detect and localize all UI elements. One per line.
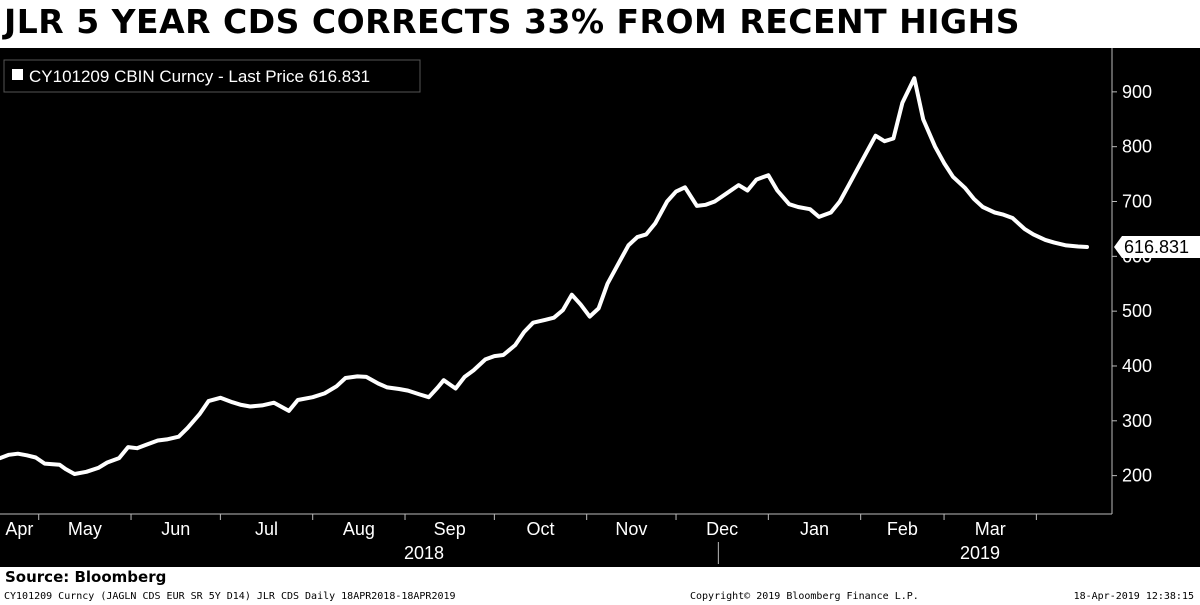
year-label-2018: 2018 <box>404 543 444 563</box>
x-tick-label: May <box>68 519 102 539</box>
legend: CY101209 CBIN Curncy - Last Price 616.83… <box>3 59 421 93</box>
chart: CY101209 CBIN Curncy - Last Price 616.83… <box>0 48 1200 564</box>
y-tick-label: 800 <box>1122 137 1152 157</box>
x-tick-label: Sep <box>434 519 466 539</box>
x-tick-label: Feb <box>887 519 918 539</box>
chart-title: JLR 5 YEAR CDS CORRECTS 33% FROM RECENT … <box>4 2 1021 41</box>
footer-timestamp: 18-Apr-2019 12:38:15 <box>1073 591 1194 602</box>
title-bar: JLR 5 YEAR CDS CORRECTS 33% FROM RECENT … <box>0 0 1200 48</box>
y-axis: 200300400500600700800900 <box>1112 82 1152 486</box>
y-tick-label: 500 <box>1122 301 1152 321</box>
series-layer <box>0 76 1089 476</box>
source-bar: Source: Bloomberg <box>0 567 1200 589</box>
x-tick-label: Nov <box>615 519 647 539</box>
source-label: Source: Bloomberg <box>5 568 167 586</box>
plot-frame <box>0 48 1113 515</box>
x-tick-label: Jun <box>161 519 190 539</box>
x-tick-label: Jan <box>800 519 829 539</box>
y-tick-label: 700 <box>1122 192 1152 212</box>
y-tick-label: 900 <box>1122 82 1152 102</box>
last-value-tag <box>1114 236 1200 259</box>
legend-box <box>3 59 421 93</box>
y-tick-label: 300 <box>1122 411 1152 431</box>
last-value-label: 616.831 <box>1124 237 1189 257</box>
footer-copyright: Copyright© 2019 Bloomberg Finance L.P. <box>690 591 919 602</box>
last-value-marker: 616.831 <box>1114 236 1200 259</box>
y-tick-label: 400 <box>1122 356 1152 376</box>
x-tick-label: Dec <box>706 519 738 539</box>
footer: CY101209 Curncy (JAGLN CDS EUR SR 5Y D14… <box>0 589 1200 605</box>
x-tick-label: Mar <box>975 519 1006 539</box>
legend-label: CY101209 CBIN Curncy - Last Price 616.83… <box>29 67 370 86</box>
series-line <box>0 76 1089 476</box>
y-tick-label: 200 <box>1122 466 1152 486</box>
x-tick-label: Aug <box>343 519 375 539</box>
x-axis: Apr May Jun Jul Aug Sep Oct Nov Dec Jan Feb Mar 2018… <box>5 514 1037 564</box>
footer-ticker: CY101209 Curncy (JAGLN CDS EUR SR 5Y D14… <box>4 591 456 602</box>
legend-swatch <box>12 69 23 80</box>
x-tick-label: Jul <box>255 519 278 539</box>
x-tick-label: Oct <box>527 519 555 539</box>
year-label-2019: 2019 <box>960 543 1000 563</box>
x-tick-label: Apr <box>5 519 33 539</box>
